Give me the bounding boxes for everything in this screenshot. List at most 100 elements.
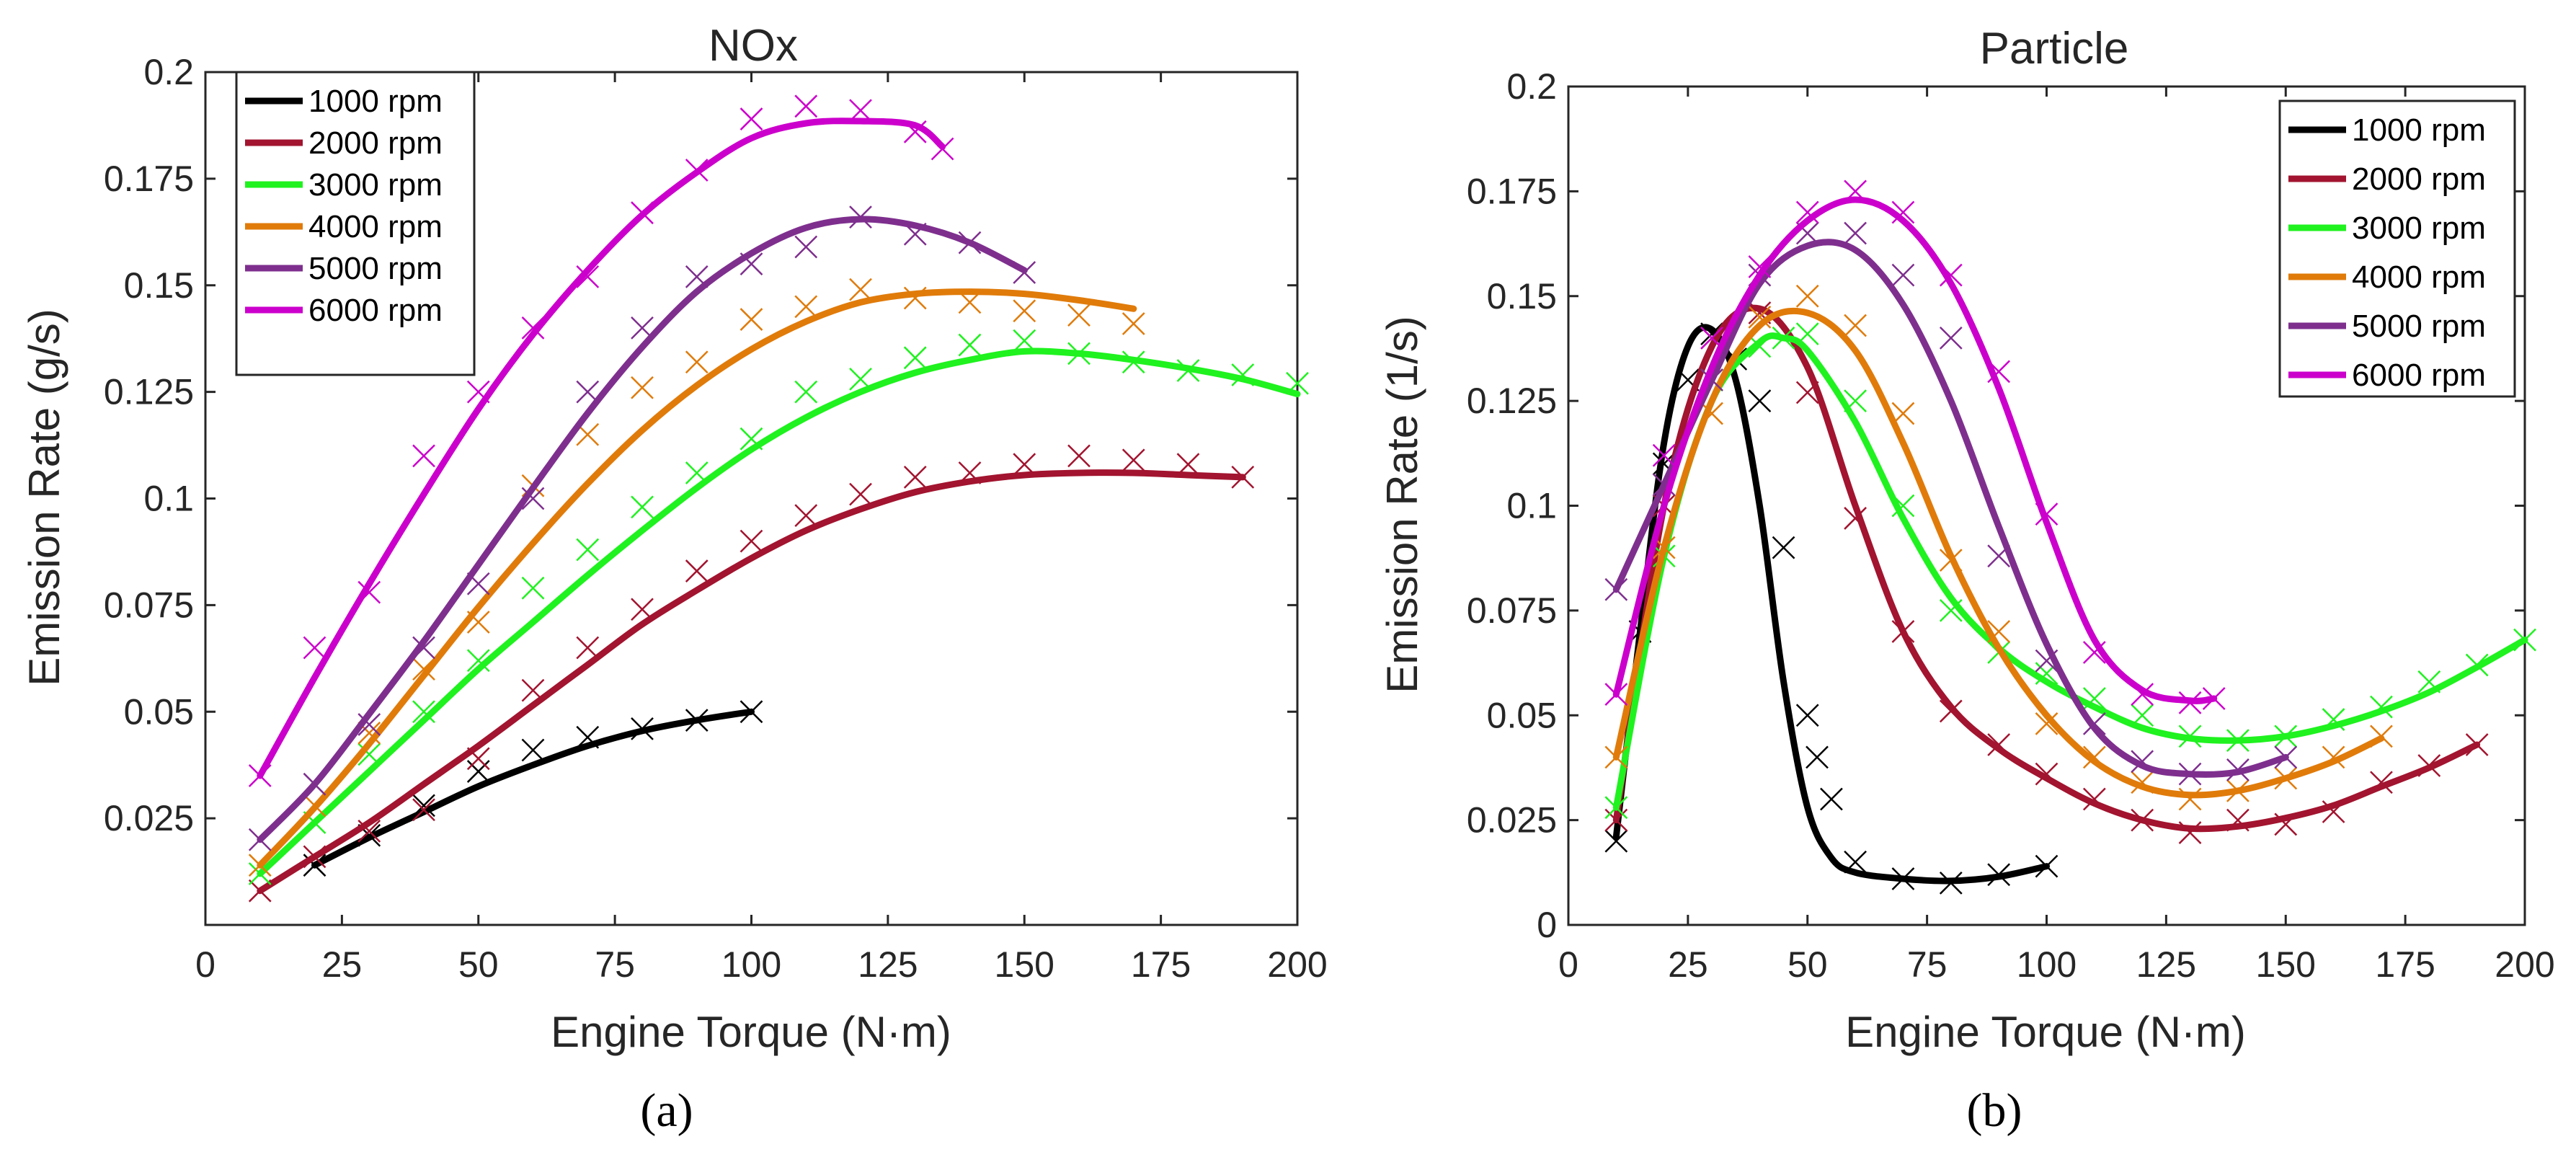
- series-6000-rpm: [248, 94, 954, 787]
- legend-label: 2000 rpm: [308, 125, 443, 161]
- data-point-marker: [685, 559, 709, 582]
- legend-item: 1000 rpm: [2288, 112, 2486, 148]
- legend-item: 3000 rpm: [245, 167, 443, 203]
- data-point-marker: [412, 798, 435, 822]
- data-point-marker: [521, 576, 545, 600]
- data-point-marker: [1844, 314, 1867, 337]
- data-point-marker: [958, 333, 982, 357]
- y-tick-label: 0.2: [143, 52, 194, 92]
- y-tick-label: 0.15: [124, 265, 194, 306]
- legend-item: 2000 rpm: [2288, 161, 2486, 197]
- y-tick-label: 0.075: [104, 585, 194, 625]
- x-tick-label: 50: [1787, 944, 1828, 985]
- data-point-marker: [631, 376, 654, 399]
- legend-box: [2278, 99, 2516, 398]
- data-point-marker: [794, 295, 818, 319]
- series-fit-line: [257, 469, 1246, 895]
- data-point-marker: [794, 94, 818, 118]
- data-point-marker: [958, 291, 982, 314]
- data-point-marker: [740, 529, 763, 553]
- y-tick-label: 0.05: [124, 691, 194, 732]
- data-point-marker: [1067, 303, 1091, 327]
- y-tick-label: 0.175: [104, 159, 194, 199]
- legend-items: 1000 rpm 2000 rpm 3000 rpm 4000 rpm 5000 rpm…: [2288, 112, 2486, 393]
- y-tick-label: 0.2: [1506, 66, 1557, 107]
- x-tick-label: 0: [1558, 944, 1578, 985]
- legend-item: 1000 rpm: [245, 84, 443, 119]
- data-point-marker: [2035, 712, 2058, 735]
- legend-item: 3000 rpm: [2288, 211, 2486, 246]
- x-tick-label: 75: [595, 944, 635, 985]
- x-axis-label: Engine Torque (N·m): [551, 1008, 951, 1056]
- series-fit-line: [1612, 196, 2218, 704]
- x-tick-label: 100: [721, 944, 781, 985]
- legend-label: 3000 rpm: [2352, 211, 2486, 246]
- panel-label: (b): [1967, 1084, 2022, 1137]
- series-fit-line: [257, 118, 946, 779]
- series-5000-rpm: [248, 205, 1036, 851]
- legend-item: 4000 rpm: [245, 209, 443, 244]
- data-point-marker: [849, 482, 872, 506]
- y-tick-label: 0.025: [1467, 800, 1557, 841]
- data-point-marker: [576, 636, 600, 660]
- legend-item: 2000 rpm: [245, 125, 443, 161]
- data-point-marker: [521, 487, 545, 510]
- data-point-marker: [1891, 200, 1915, 224]
- data-point-marker: [466, 760, 490, 783]
- chart-particle: Particle 0 25 50 75 100 125 150 175 200 0 0.025 0.…: [1378, 24, 2555, 1137]
- y-axis-label: Emission Rate (g/s): [20, 309, 68, 686]
- data-point-marker: [1652, 443, 1676, 467]
- data-point-marker: [521, 738, 545, 762]
- series-1000-rpm: [303, 700, 763, 877]
- data-point-marker: [1748, 305, 1772, 329]
- data-point-marker: [1820, 787, 1843, 811]
- series-4000-rpm: [1604, 284, 2393, 811]
- data-point-marker: [903, 466, 927, 489]
- chart-title: Particle: [1980, 24, 2129, 74]
- x-tick-label: 200: [2495, 944, 2554, 985]
- legend-item: 6000 rpm: [245, 293, 443, 328]
- legend-label: 6000 rpm: [2352, 358, 2486, 393]
- data-point-marker: [576, 265, 600, 288]
- legend-item: 5000 rpm: [245, 251, 443, 286]
- data-point-marker: [1795, 200, 1819, 224]
- data-point-marker: [740, 107, 763, 130]
- y-tick-label: 0.15: [1487, 276, 1557, 316]
- y-tick-label: 0.125: [104, 372, 194, 412]
- series-fit-line: [257, 216, 1028, 843]
- legend: 1000 rpm 2000 rpm 3000 rpm 4000 rpm 5000 rpm…: [2278, 99, 2516, 398]
- series-6000-rpm: [1604, 180, 2226, 714]
- y-axis-label: Emission Rate (1/s): [1378, 316, 1426, 693]
- legend-label: 5000 rpm: [2352, 309, 2486, 344]
- y-tick-label: 0.05: [1487, 695, 1557, 735]
- data-point-marker: [1891, 263, 1915, 287]
- x-tick-label: 75: [1907, 944, 1947, 985]
- x-tick-label: 0: [195, 944, 216, 985]
- legend-label: 4000 rpm: [308, 209, 443, 244]
- data-point-marker: [1844, 221, 1867, 245]
- series-layer: [248, 94, 1309, 903]
- data-point-marker: [1795, 704, 1819, 727]
- data-point-marker: [303, 636, 327, 660]
- chart-nox: NOx 0 25 50 75 100 125 150 175 200 0.025 0.05 0.07…: [20, 21, 1328, 1137]
- y-axis-ticks: 0.025 0.05 0.075 0.1 0.125 0.15 0.175 0.2: [104, 52, 1297, 838]
- data-point-marker: [1772, 536, 1795, 559]
- legend-label: 1000 rpm: [308, 84, 443, 119]
- legend-label: 4000 rpm: [2352, 260, 2486, 295]
- legend-item: 5000 rpm: [2288, 309, 2486, 344]
- data-point-marker: [849, 278, 872, 301]
- panel-label: (a): [640, 1084, 693, 1137]
- data-point-marker: [1122, 312, 1145, 335]
- data-point-marker: [631, 495, 654, 519]
- data-point-marker: [1067, 444, 1091, 468]
- x-tick-label: 125: [858, 944, 918, 985]
- series-fit-line: [1612, 307, 2385, 799]
- y-axis-ticks: 0 0.025 0.05 0.075 0.1 0.125 0.15 0.175 0.2: [1467, 66, 2525, 945]
- data-point-marker: [412, 700, 435, 724]
- data-point-marker: [1806, 745, 1829, 769]
- series-fit-line: [1612, 304, 2481, 833]
- x-tick-label: 25: [1668, 944, 1708, 985]
- data-point-marker: [1795, 284, 1819, 308]
- data-point-marker: [685, 350, 709, 374]
